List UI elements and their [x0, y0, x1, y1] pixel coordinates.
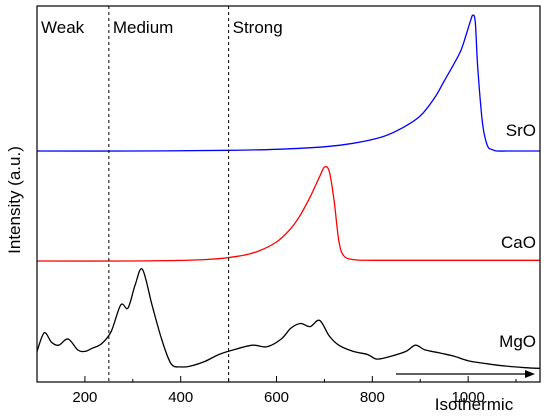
x-tick-label: 600: [264, 389, 289, 406]
x-tick-label: 800: [360, 389, 385, 406]
series-label-mgo: MgO: [499, 332, 536, 351]
region-label-strong: Strong: [233, 18, 283, 37]
x-axis-label: Isothermic: [435, 395, 514, 414]
isothermic-arrow-head: [525, 370, 535, 378]
region-label-weak: Weak: [41, 18, 85, 37]
x-tick-label: 200: [72, 389, 97, 406]
region-label-medium: Medium: [113, 18, 173, 37]
series-line-sro: [36, 14, 540, 152]
axis-layer: Weak Medium Strong 200 400 600 800 1000: [36, 5, 541, 406]
y-axis-label: Intensity (a.u.): [5, 146, 24, 254]
series-line-cao: [36, 165, 540, 262]
x-tick-label: 1000: [451, 389, 484, 406]
x-tick-label: 400: [168, 389, 193, 406]
series-label-sro: SrO: [506, 121, 536, 140]
series-label-cao: CaO: [501, 233, 536, 252]
series-line-mgo: [36, 268, 541, 370]
plot-frame: [36, 5, 541, 383]
series-layer: SrO CaO MgO: [36, 14, 541, 370]
